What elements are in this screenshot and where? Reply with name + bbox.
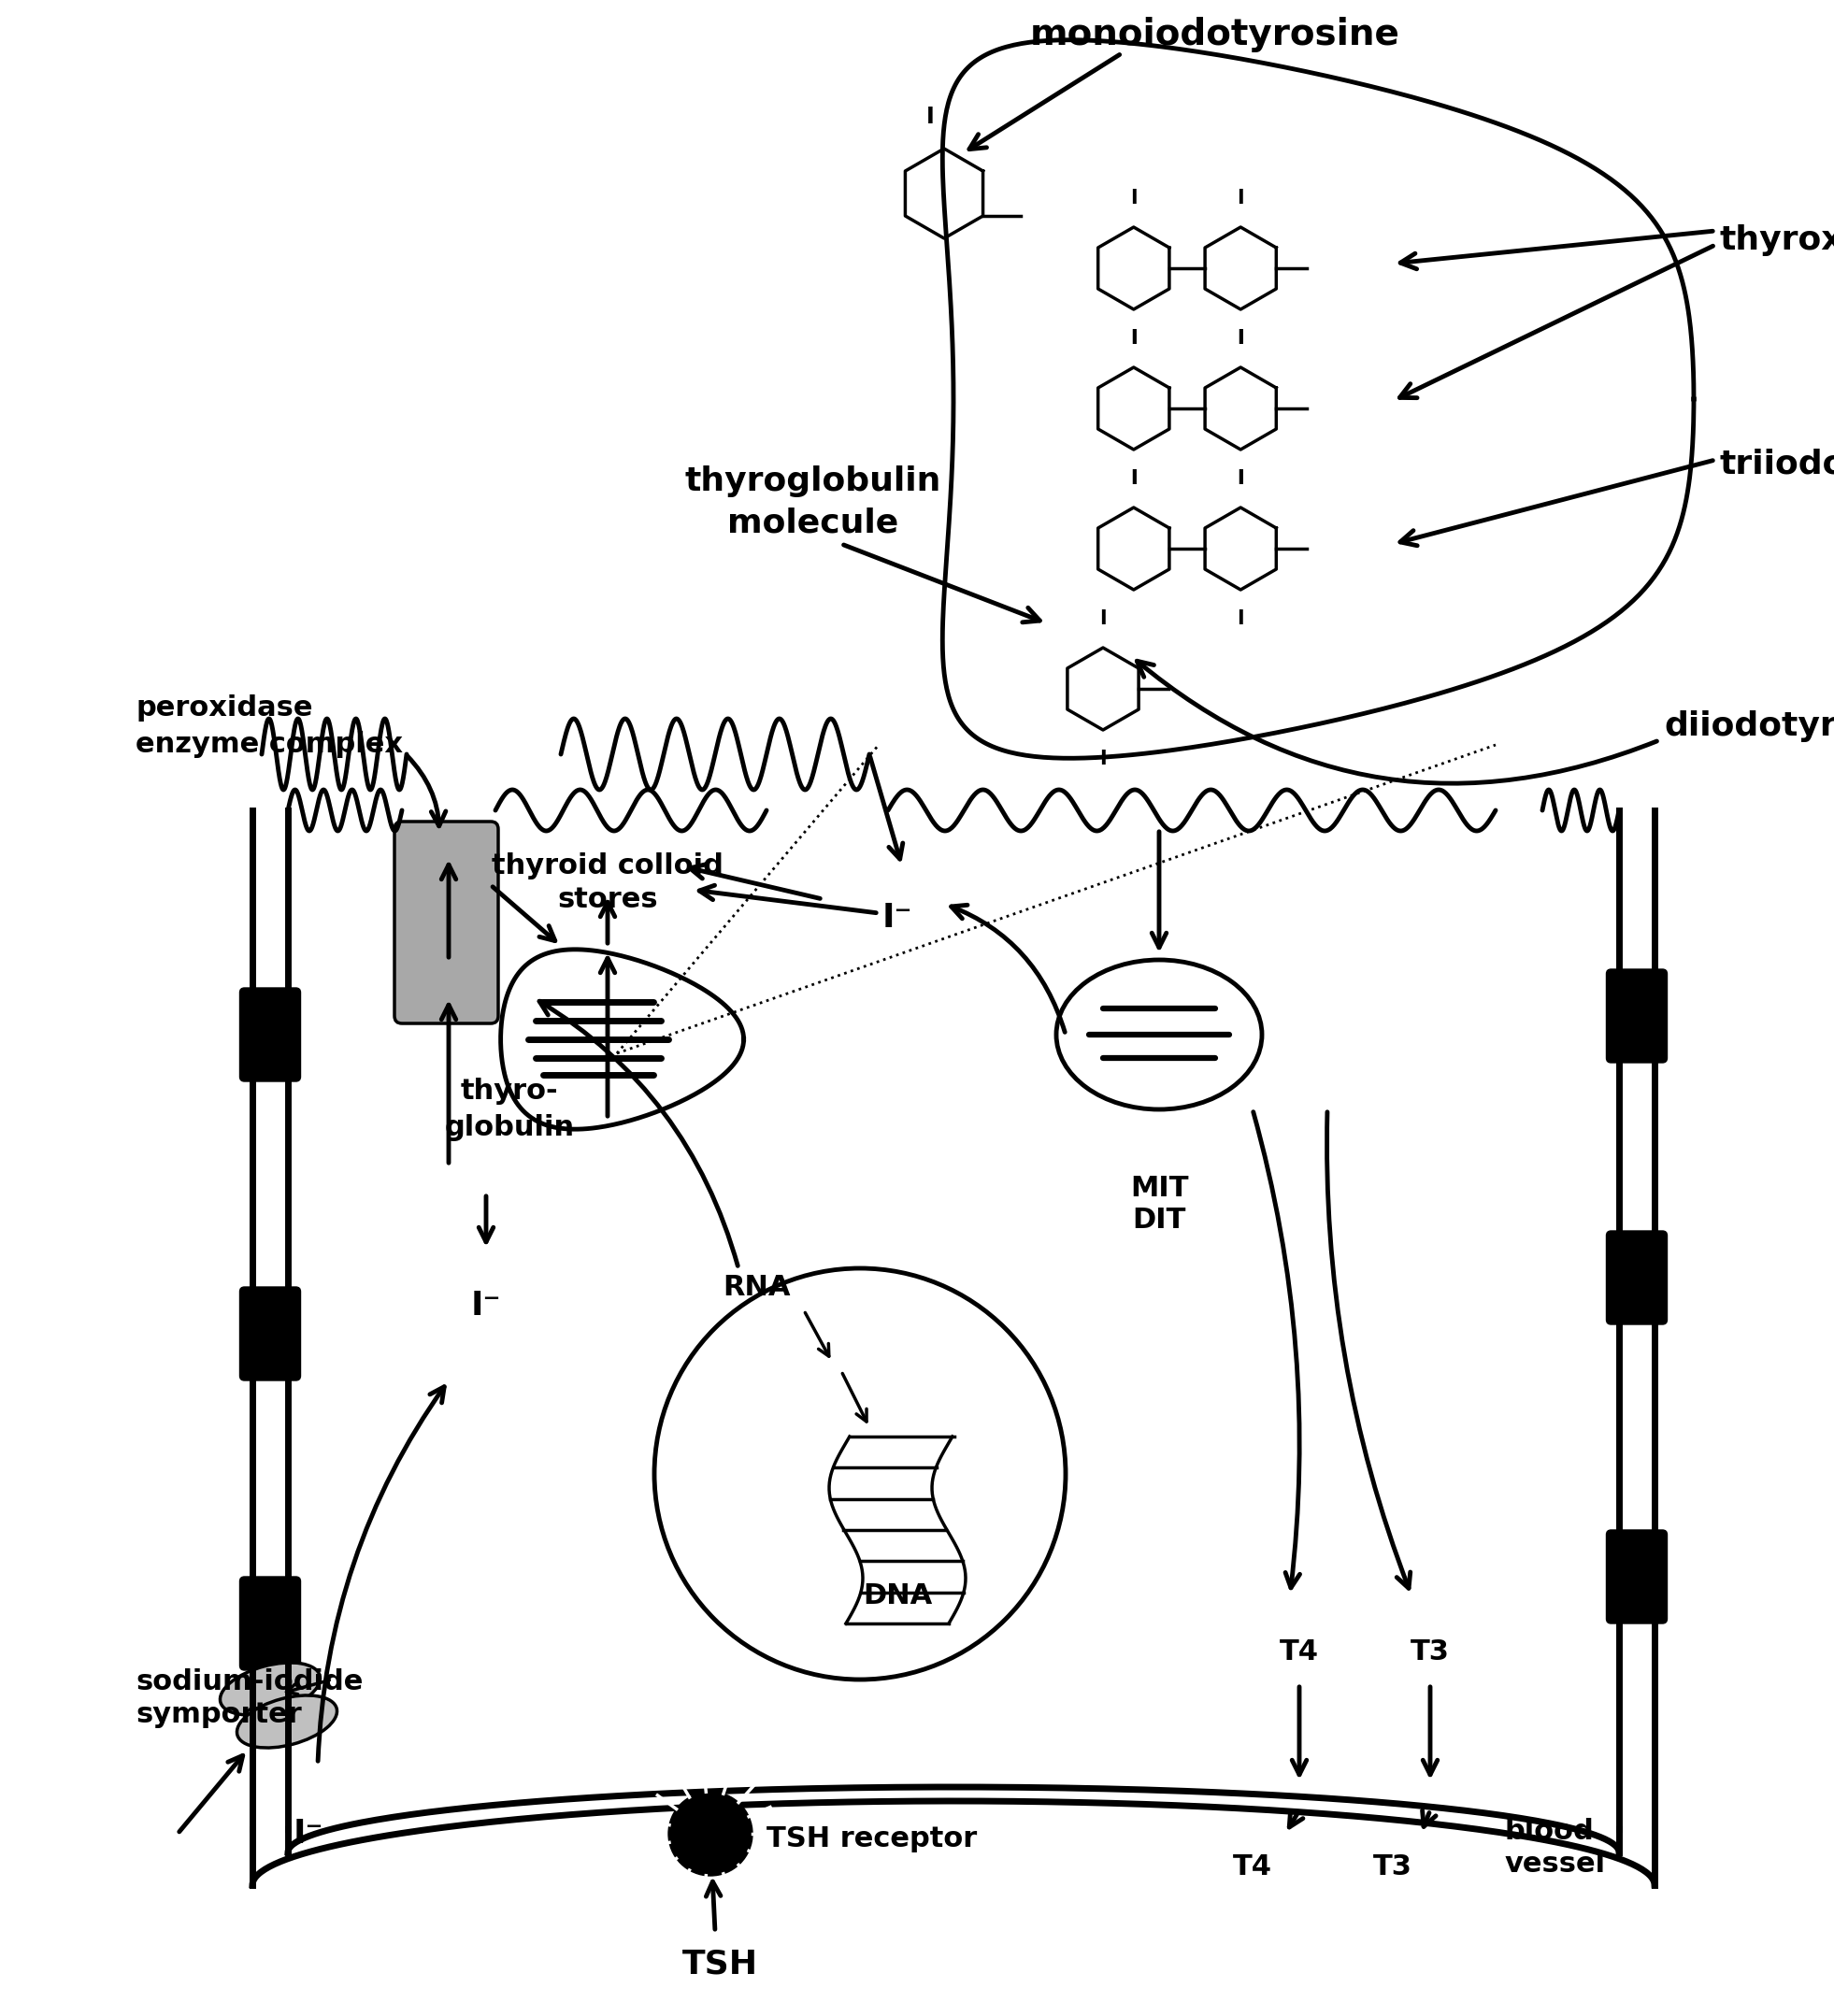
Ellipse shape <box>220 1663 321 1716</box>
Text: thyroid colloid
stores: thyroid colloid stores <box>492 853 723 913</box>
Ellipse shape <box>237 1695 337 1748</box>
Text: I: I <box>1238 329 1243 349</box>
Text: I⁻: I⁻ <box>471 1290 501 1322</box>
Text: peroxidase
enzyme complex: peroxidase enzyme complex <box>136 696 403 758</box>
Text: thyro-
globulin: thyro- globulin <box>444 1079 574 1141</box>
FancyBboxPatch shape <box>394 823 499 1024</box>
Text: T4: T4 <box>1232 1853 1273 1881</box>
FancyBboxPatch shape <box>240 988 301 1081</box>
Text: monoiodotyrosine: monoiodotyrosine <box>1031 16 1399 52</box>
Circle shape <box>668 1792 752 1875</box>
Text: I: I <box>1130 329 1137 349</box>
FancyBboxPatch shape <box>1607 1232 1667 1325</box>
Text: I: I <box>1238 609 1243 627</box>
FancyBboxPatch shape <box>1607 1530 1667 1623</box>
Text: I: I <box>1099 750 1106 768</box>
Text: I: I <box>1238 470 1243 488</box>
Text: I: I <box>1238 329 1243 347</box>
Text: I: I <box>1238 190 1243 208</box>
Ellipse shape <box>1056 960 1262 1109</box>
Text: I: I <box>1130 470 1137 488</box>
FancyBboxPatch shape <box>240 1286 301 1381</box>
Text: I⁻: I⁻ <box>882 901 913 933</box>
Text: I: I <box>1099 609 1106 629</box>
Text: diiodotyrosine: diiodotyrosine <box>1663 710 1834 742</box>
Text: DNA: DNA <box>862 1583 932 1609</box>
Text: thyroxine: thyroxine <box>1720 224 1834 256</box>
Text: blood
vessel: blood vessel <box>1506 1818 1607 1879</box>
Text: T4: T4 <box>1280 1637 1319 1665</box>
Text: thyroglobulin
molecule: thyroglobulin molecule <box>686 466 941 538</box>
Text: T3: T3 <box>1374 1853 1412 1881</box>
Text: triiodothyronine: triiodothyronine <box>1720 450 1834 480</box>
Text: I: I <box>1130 329 1137 347</box>
Text: sodium-iodide
symporter: sodium-iodide symporter <box>136 1667 363 1728</box>
Text: I: I <box>1238 470 1243 488</box>
Text: TSH: TSH <box>682 1949 757 1980</box>
Text: I: I <box>926 107 935 129</box>
Text: TSH receptor: TSH receptor <box>767 1824 978 1853</box>
Text: MIT
DIT: MIT DIT <box>1130 1175 1188 1234</box>
Text: I: I <box>1130 190 1137 208</box>
Text: I: I <box>1130 470 1137 488</box>
FancyBboxPatch shape <box>240 1577 301 1669</box>
Text: T3: T3 <box>1410 1637 1449 1665</box>
Circle shape <box>655 1268 1066 1679</box>
FancyBboxPatch shape <box>1607 970 1667 1062</box>
Text: I⁻: I⁻ <box>293 1818 323 1849</box>
Text: RNA: RNA <box>723 1274 790 1300</box>
